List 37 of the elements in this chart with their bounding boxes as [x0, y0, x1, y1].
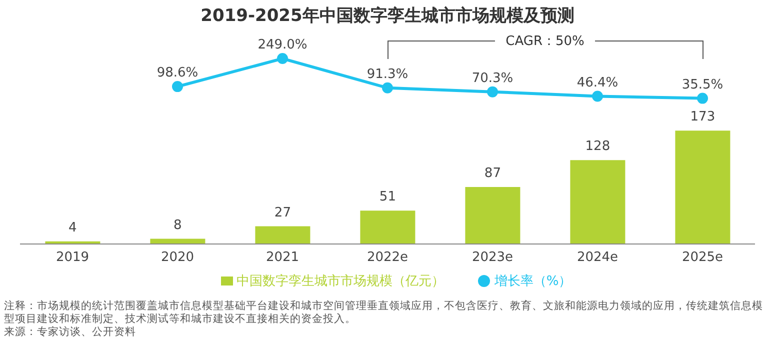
- x-tick-label: 2022e: [366, 250, 408, 266]
- data-label: 51: [379, 190, 396, 205]
- bar: [675, 130, 730, 244]
- point: [277, 53, 288, 64]
- point: [487, 86, 498, 98]
- x-tick-label: 2020: [160, 250, 194, 266]
- data-label: 98.6%: [156, 66, 198, 81]
- point: [697, 92, 708, 104]
- x-tick-label: 2025e: [682, 250, 724, 266]
- data-label: 70.3%: [472, 70, 514, 86]
- x-tick-label: 2019: [56, 250, 90, 266]
- data-label: 4: [68, 220, 77, 236]
- legend-label: 中国数字孪生城市市场规模（亿元）: [236, 274, 444, 289]
- bar: [360, 210, 416, 244]
- x-tick-label: 2024e: [576, 250, 618, 266]
- point: [592, 90, 603, 102]
- point: [172, 81, 183, 92]
- data-label: 27: [274, 205, 291, 220]
- data-label: 35.5%: [682, 77, 724, 92]
- data-label: 173: [690, 110, 716, 125]
- text: 注释：市场规模的统计范围覆盖城市信息模型基础平台建设和城市空间管理垂直领域应用，不包含医疗、教育、文旅和能源电力领域的应用，传统建筑信息模型项目建设和标准制定、技术测试等和城市建设不直接相关的资金投入。: [4, 300, 764, 326]
- data-label: 91.3%: [366, 66, 408, 82]
- chart-title: 2019-2025年中国数字孪生城市市场规模及预测: [200, 5, 576, 27]
- bar: [570, 160, 626, 244]
- data-label: 249.0%: [258, 38, 308, 53]
- data-label: 46.4%: [576, 75, 618, 90]
- data-label: 87: [484, 166, 501, 182]
- x-tick-label: 2021: [266, 250, 300, 266]
- data-label: 8: [174, 218, 182, 233]
- source-note: 来源：专家访谈、公开资料: [4, 326, 137, 339]
- x-tick-label: 2023e: [472, 250, 514, 266]
- legend-label: 增长率（%）: [494, 274, 572, 289]
- point: [382, 82, 393, 94]
- data-label: 128: [585, 139, 610, 154]
- bar: [255, 226, 310, 244]
- bar: [465, 187, 520, 244]
- text: CAGR：50%: [495, 32, 595, 50]
